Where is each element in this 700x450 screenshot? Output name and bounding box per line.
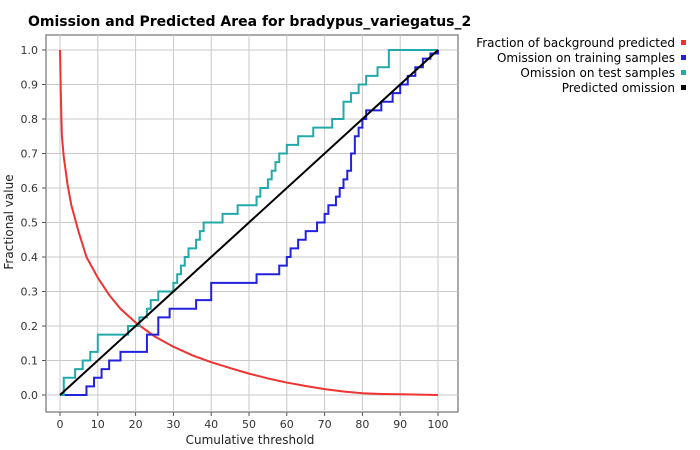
x-tick-label: 70 bbox=[318, 418, 332, 431]
legend-label: Omission on test samples bbox=[520, 66, 675, 80]
plot-frame bbox=[45, 34, 459, 413]
y-tick-label: 0.8 bbox=[21, 113, 39, 126]
y-tick-label: 1.0 bbox=[21, 44, 39, 57]
y-tick-label: 0.2 bbox=[21, 320, 39, 333]
legend-swatch bbox=[681, 85, 686, 90]
x-tick-label: 100 bbox=[428, 418, 449, 431]
y-tick-label: 0.7 bbox=[21, 148, 39, 161]
y-tick-label: 0.0 bbox=[21, 389, 39, 402]
x-tick-label: 60 bbox=[280, 418, 294, 431]
plot-area: 0 10 20 30 40 50 60 70 80 90 100 0.0 0.1 0.2 0.3 0.4 0.5… bbox=[21, 34, 459, 431]
x-tick-label: 0 bbox=[57, 418, 64, 431]
y-tick-label: 0.6 bbox=[21, 182, 39, 195]
x-tick-label: 40 bbox=[204, 418, 218, 431]
x-tick-label: 30 bbox=[166, 418, 180, 431]
y-axis-label: Fractional value bbox=[2, 174, 16, 269]
legend-label: Omission on training samples bbox=[497, 51, 675, 65]
legend-swatch bbox=[681, 40, 686, 45]
background-predicted-line bbox=[59, 49, 439, 396]
predicted-omission-line bbox=[59, 49, 439, 396]
legend-label: Fraction of background predicted bbox=[476, 36, 675, 50]
legend-swatch bbox=[681, 70, 686, 75]
x-tick-label: 90 bbox=[393, 418, 407, 431]
y-tick-label: 0.9 bbox=[21, 79, 39, 92]
y-tick-label: 0.4 bbox=[21, 251, 39, 264]
legend-label: Predicted omission bbox=[562, 81, 675, 95]
training-omission-line bbox=[60, 50, 439, 396]
chart-title: Omission and Predicted Area for bradypus… bbox=[28, 14, 471, 30]
y-tick-label: 0.5 bbox=[21, 217, 39, 230]
legend: Fraction of background predictedOmission… bbox=[476, 36, 686, 95]
x-tick-label: 50 bbox=[242, 418, 256, 431]
x-tick-label: 10 bbox=[91, 418, 105, 431]
legend-swatch bbox=[681, 55, 686, 60]
x-axis-label: Cumulative threshold bbox=[186, 433, 315, 447]
x-tick-label: 20 bbox=[129, 418, 143, 431]
y-tick-label: 0.3 bbox=[21, 286, 39, 299]
x-tick-label: 80 bbox=[355, 418, 369, 431]
y-tick-label: 0.1 bbox=[21, 355, 39, 368]
